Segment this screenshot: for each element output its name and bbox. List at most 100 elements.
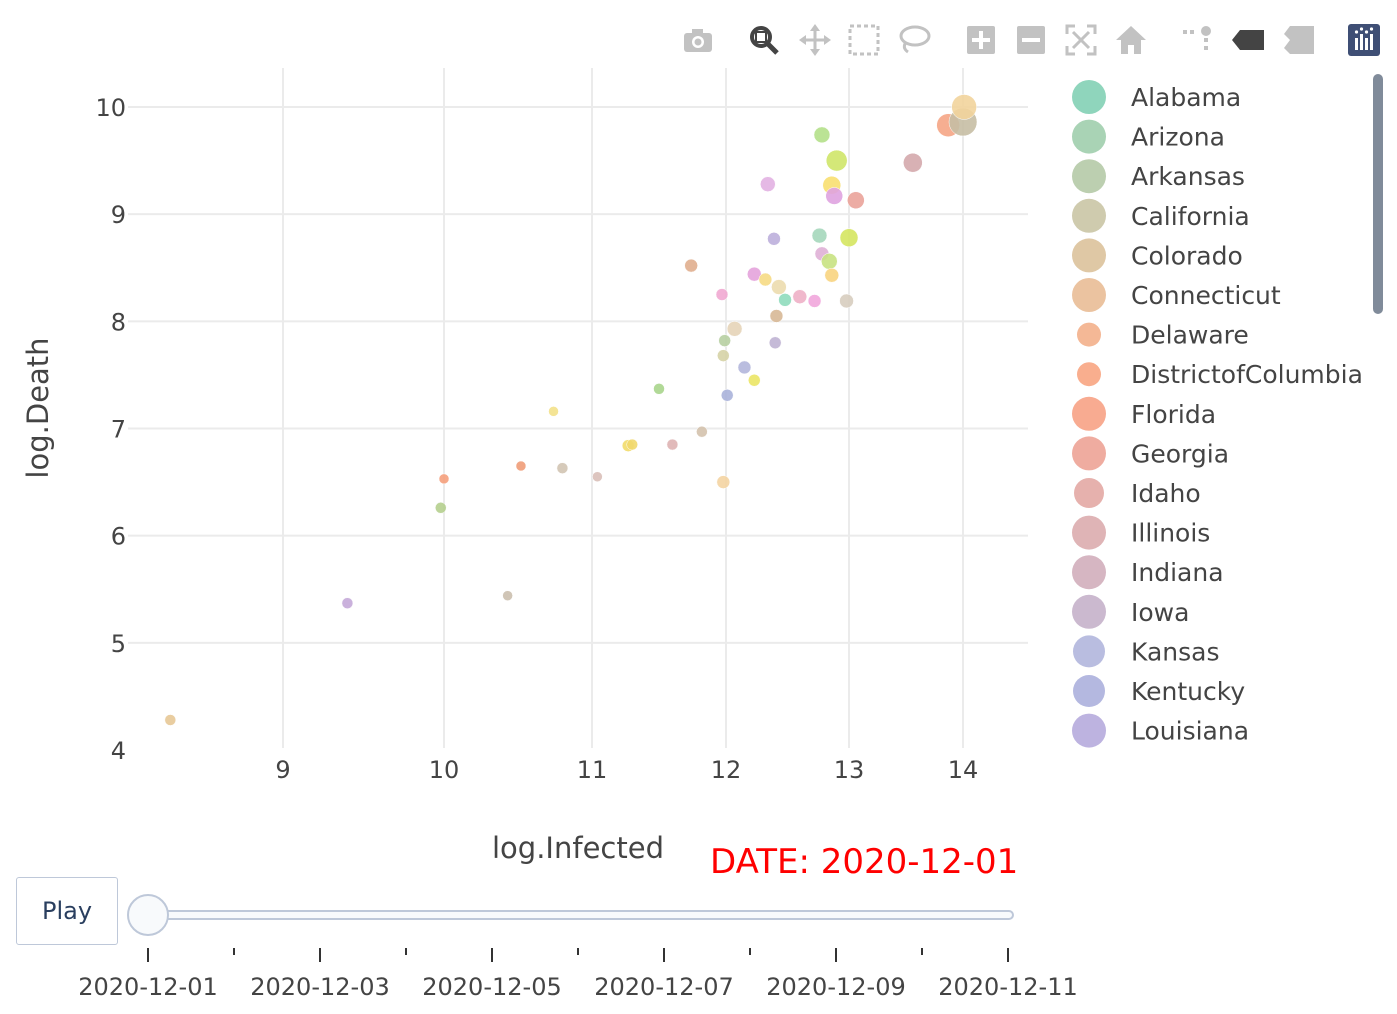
- hover-closest-button[interactable]: [1228, 18, 1268, 62]
- data-point[interactable]: [515, 460, 527, 472]
- data-point[interactable]: [164, 714, 177, 726]
- data-point[interactable]: [626, 438, 638, 451]
- data-point[interactable]: [768, 336, 782, 350]
- data-point[interactable]: [778, 293, 792, 307]
- data-point[interactable]: [556, 462, 569, 474]
- y-tick-label: 6: [111, 523, 126, 551]
- legend-item[interactable]: Arkansas: [1072, 159, 1245, 194]
- legend-item[interactable]: DistrictofColumbia: [1077, 360, 1363, 389]
- x-axis-title: log.Infected: [492, 831, 664, 865]
- data-point[interactable]: [811, 227, 828, 244]
- legend-marker: [1072, 594, 1106, 629]
- modebar: [672, 18, 1388, 62]
- data-point[interactable]: [771, 279, 787, 295]
- data-point[interactable]: [903, 152, 923, 173]
- y-tick-label: 4: [111, 737, 126, 765]
- data-point[interactable]: [435, 502, 447, 514]
- data-point[interactable]: [792, 289, 808, 304]
- camera-button[interactable]: [678, 18, 718, 62]
- legend-item[interactable]: Kansas: [1073, 635, 1220, 668]
- data-point[interactable]: [825, 149, 848, 172]
- legend-label: Arkansas: [1131, 162, 1245, 191]
- legend-item[interactable]: Florida: [1072, 396, 1216, 431]
- legend-item[interactable]: California: [1072, 198, 1250, 233]
- legend-item[interactable]: Delaware: [1077, 321, 1249, 350]
- legend-item[interactable]: Georgia: [1072, 436, 1229, 471]
- legend-item[interactable]: Idaho: [1074, 478, 1201, 508]
- data-point[interactable]: [951, 94, 977, 120]
- legend-item[interactable]: Indiana: [1072, 555, 1224, 590]
- data-point[interactable]: [767, 232, 781, 246]
- legend-label: Louisiana: [1131, 717, 1249, 746]
- legend-label: Alabama: [1131, 83, 1241, 112]
- data-point[interactable]: [438, 473, 450, 485]
- data-point[interactable]: [717, 349, 730, 362]
- data-point[interactable]: [758, 272, 773, 287]
- legend-marker: [1072, 555, 1106, 590]
- plotly-logo-icon: [1348, 24, 1380, 56]
- zoom-in-icon: [967, 26, 995, 54]
- data-point[interactable]: [696, 425, 708, 438]
- legend-label: Indiana: [1131, 558, 1224, 587]
- data-point[interactable]: [341, 597, 354, 609]
- data-point[interactable]: [548, 406, 559, 417]
- data-point[interactable]: [760, 176, 776, 192]
- data-points[interactable]: [164, 94, 978, 726]
- legend-marker: [1072, 396, 1106, 431]
- lasso-select-button[interactable]: [894, 18, 934, 62]
- data-point[interactable]: [839, 293, 854, 309]
- legend-item[interactable]: Louisiana: [1072, 713, 1249, 748]
- legend-item[interactable]: Arizona: [1072, 119, 1225, 154]
- legend-marker: [1072, 278, 1106, 312]
- data-point[interactable]: [847, 191, 865, 209]
- data-point[interactable]: [726, 321, 743, 337]
- data-point[interactable]: [737, 360, 752, 375]
- legend-item[interactable]: Illinois: [1072, 515, 1210, 550]
- slider-track[interactable]: [148, 910, 1014, 920]
- spike-lines-button[interactable]: [1178, 18, 1218, 62]
- hover-compare-button[interactable]: [1278, 18, 1318, 62]
- box-select-button[interactable]: [844, 18, 884, 62]
- legend-label: Connecticut: [1131, 281, 1281, 310]
- data-point[interactable]: [839, 228, 859, 247]
- data-point[interactable]: [807, 294, 822, 308]
- data-point[interactable]: [716, 475, 731, 489]
- pan-button[interactable]: [795, 18, 835, 62]
- legend-item[interactable]: Colorado: [1072, 238, 1243, 273]
- data-point[interactable]: [825, 187, 843, 205]
- data-point[interactable]: [813, 126, 831, 144]
- x-tick-label: 11: [577, 756, 608, 784]
- data-point[interactable]: [666, 438, 679, 451]
- data-point[interactable]: [592, 471, 603, 482]
- legend-marker: [1077, 362, 1101, 387]
- slider-handle[interactable]: [127, 894, 169, 936]
- legend[interactable]: Alabama Arizona Arkansas California Colorado…: [1072, 80, 1363, 748]
- legend-item[interactable]: Kentucky: [1073, 675, 1245, 707]
- legend-label: Florida: [1131, 400, 1216, 429]
- data-point[interactable]: [821, 253, 838, 270]
- x-tick-label: 9: [275, 756, 290, 784]
- zoom-button[interactable]: [744, 18, 784, 62]
- data-point[interactable]: [748, 374, 761, 387]
- data-point[interactable]: [684, 258, 698, 273]
- data-point[interactable]: [653, 383, 665, 395]
- autoscale-button[interactable]: [1061, 18, 1101, 62]
- play-button[interactable]: Play: [16, 877, 118, 945]
- data-point[interactable]: [720, 389, 734, 402]
- reset-axes-button[interactable]: [1111, 18, 1151, 62]
- data-point[interactable]: [718, 334, 731, 347]
- data-point[interactable]: [824, 268, 840, 283]
- zoom-out-button[interactable]: [1011, 18, 1051, 62]
- legend-label: Kentucky: [1131, 677, 1245, 706]
- x-tick-label: 12: [711, 756, 742, 784]
- legend-item[interactable]: Connecticut: [1072, 278, 1281, 312]
- legend-item[interactable]: Alabama: [1072, 80, 1241, 114]
- zoom-in-button[interactable]: [961, 18, 1001, 62]
- camera-icon: [684, 29, 712, 52]
- legend-scrollbar[interactable]: [1373, 74, 1383, 314]
- data-point[interactable]: [502, 590, 513, 601]
- data-point[interactable]: [715, 288, 729, 301]
- plotly-logo-button[interactable]: [1344, 18, 1384, 62]
- data-point[interactable]: [769, 309, 784, 323]
- legend-item[interactable]: Iowa: [1072, 594, 1189, 629]
